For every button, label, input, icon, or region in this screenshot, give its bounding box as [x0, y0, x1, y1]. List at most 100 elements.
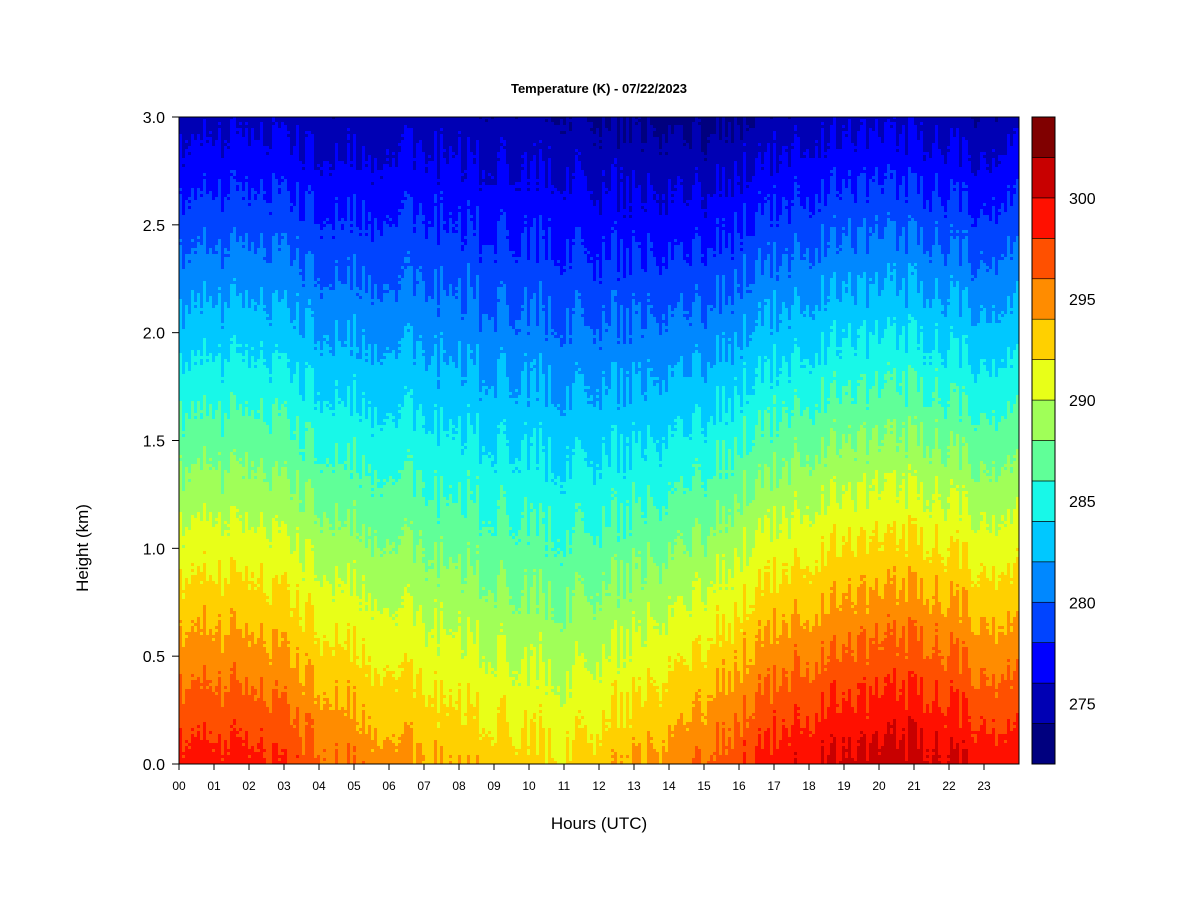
heatmap-cell: [317, 401, 320, 464]
heatmap-cell: [287, 590, 290, 641]
heatmap-cell: [257, 698, 260, 743]
heatmap-cell: [320, 293, 323, 299]
heatmap-cell: [740, 683, 743, 737]
heatmap-cell: [401, 134, 404, 137]
heatmap-cell: [383, 482, 386, 485]
heatmap-cell: [350, 233, 353, 290]
heatmap-cell: [320, 299, 323, 350]
heatmap-cell: [224, 302, 227, 359]
heatmap-cell: [404, 263, 407, 269]
heatmap-cell: [371, 488, 374, 491]
heatmap-cell: [311, 254, 314, 311]
heatmap-cell: [476, 692, 479, 755]
heatmap-cell: [830, 326, 833, 329]
heatmap-cell: [668, 482, 671, 485]
heatmap-cell: [266, 368, 269, 425]
heatmap-cell: [515, 542, 518, 545]
heatmap-cell: [770, 542, 773, 593]
heatmap-cell: [572, 308, 575, 311]
heatmap-cell: [395, 746, 398, 749]
heatmap-column: [773, 117, 776, 764]
heatmap-cell: [452, 440, 455, 503]
heatmap-cell: [743, 740, 746, 746]
heatmap-cell: [284, 353, 287, 401]
heatmap-cell: [203, 551, 206, 554]
heatmap-cell: [527, 470, 530, 536]
heatmap-cell: [818, 515, 821, 572]
heatmap-cell: [299, 272, 302, 275]
heatmap-cell: [461, 653, 464, 659]
heatmap-cell: [185, 740, 188, 743]
heatmap-cell: [236, 512, 239, 518]
heatmap-cell: [668, 425, 671, 482]
heatmap-cell: [713, 593, 716, 644]
heatmap-cell: [785, 677, 788, 728]
heatmap-cell: [410, 524, 413, 530]
heatmap-cell: [629, 203, 632, 206]
heatmap-cell: [662, 506, 665, 563]
heatmap-cell: [818, 572, 821, 626]
heatmap-cell: [341, 581, 344, 590]
heatmap-cell: [515, 545, 518, 611]
heatmap-cell: [329, 647, 332, 704]
heatmap-cell: [227, 149, 230, 194]
heatmap-cell: [572, 383, 575, 449]
heatmap-cell: [242, 200, 245, 242]
heatmap-cell: [623, 728, 626, 764]
heatmap-cell: [668, 668, 671, 671]
heatmap-cell: [584, 248, 587, 251]
heatmap-cell: [590, 461, 593, 464]
heatmap-cell: [188, 209, 191, 254]
heatmap-column: [389, 117, 392, 764]
heatmap-cell: [281, 299, 284, 353]
heatmap-cell: [380, 428, 383, 431]
heatmap-cell: [461, 584, 464, 590]
heatmap-cell: [368, 716, 371, 719]
heatmap-cell: [836, 248, 839, 251]
heatmap-cell: [533, 218, 536, 293]
heatmap-cell: [848, 179, 851, 218]
heatmap-column: [188, 117, 191, 764]
heatmap-cell: [689, 434, 692, 437]
heatmap-cell: [671, 197, 674, 200]
heatmap-cell: [503, 284, 506, 353]
heatmap-cell: [266, 155, 269, 203]
heatmap-cell: [443, 704, 446, 764]
heatmap-cell: [398, 152, 401, 209]
heatmap-cell: [617, 338, 620, 341]
heatmap-cell: [704, 443, 707, 491]
heatmap-cell: [677, 125, 680, 176]
heatmap-cell: [245, 125, 248, 128]
heatmap-cell: [233, 506, 236, 560]
heatmap-cell: [212, 749, 215, 752]
heatmap-cell: [812, 215, 815, 266]
heatmap-cell: [803, 629, 806, 677]
heatmap-cell: [662, 194, 665, 200]
heatmap-cell: [407, 332, 410, 392]
heatmap-cell: [461, 659, 464, 725]
heatmap-cell: [347, 260, 350, 266]
heatmap-cell: [242, 191, 245, 197]
heatmap-cell: [353, 560, 356, 563]
heatmap-cell: [512, 117, 515, 185]
heatmap-cell: [455, 563, 458, 566]
heatmap-cell: [461, 593, 464, 650]
heatmap-cell: [713, 194, 716, 251]
heatmap-cell: [182, 758, 185, 764]
heatmap-cell: [536, 263, 539, 326]
heatmap-cell: [365, 674, 368, 677]
heatmap-cell: [218, 614, 221, 617]
heatmap-cell: [374, 599, 377, 668]
heatmap-cell: [269, 117, 272, 149]
heatmap-cell: [686, 728, 689, 731]
heatmap-cell: [200, 117, 203, 140]
heatmap-cell: [845, 491, 848, 542]
heatmap-cell: [200, 686, 203, 689]
heatmap-cell: [758, 146, 761, 152]
heatmap-cell: [620, 305, 623, 368]
heatmap-cell: [317, 395, 320, 401]
heatmap-cell: [386, 161, 389, 164]
heatmap-column: [395, 117, 398, 764]
heatmap-cell: [800, 365, 803, 368]
heatmap-cell: [515, 404, 518, 458]
